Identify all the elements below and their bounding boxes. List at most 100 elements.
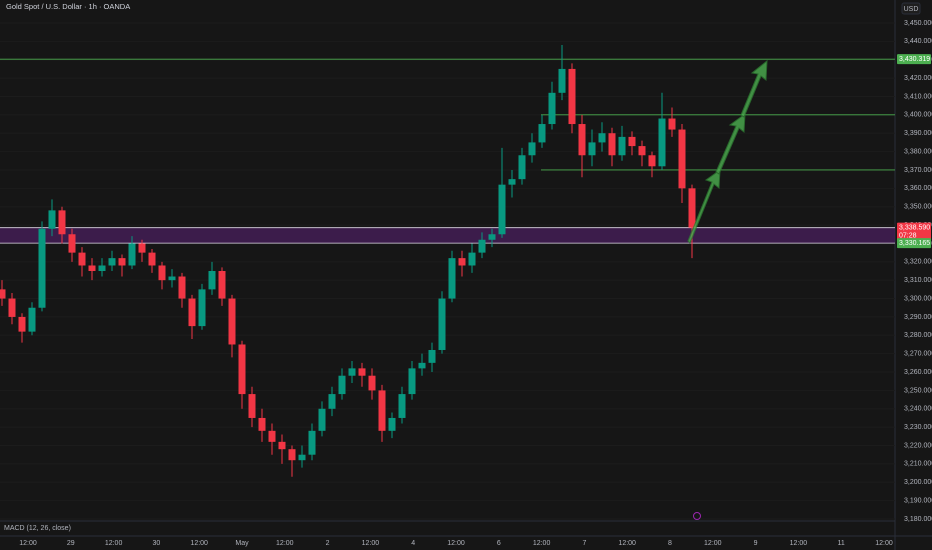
x-tick-label: May	[235, 540, 249, 547]
candle-body	[598, 133, 606, 143]
candle-body	[238, 344, 246, 395]
countdown: 07:28	[899, 233, 917, 240]
y-tick-label: 3,200.000	[904, 479, 932, 486]
candle-body	[558, 68, 566, 93]
candle-body	[38, 228, 46, 308]
x-tick-label: 29	[67, 540, 75, 547]
arrow	[715, 112, 746, 175]
y-tick-label: 3,400.000	[904, 112, 932, 119]
candle-body	[288, 449, 296, 461]
candle-body	[48, 210, 56, 229]
candle-body	[418, 362, 426, 369]
candle-body	[148, 252, 156, 266]
y-tick-label: 3,350.000	[904, 204, 932, 211]
candle-body	[658, 118, 666, 167]
candle-body	[398, 394, 406, 418]
x-tick-label: 12:00	[447, 540, 465, 547]
x-tick-label: 6	[497, 540, 501, 547]
candle-body	[318, 408, 326, 431]
candle-body	[88, 265, 96, 271]
candle-body	[488, 234, 496, 240]
y-tick-label: 3,370.000	[904, 167, 932, 174]
x-tick-label: 2	[326, 540, 330, 547]
y-tick-label: 3,420.000	[904, 75, 932, 82]
y-tick-label: 3,270.000	[904, 351, 932, 358]
y-tick-label: 3,240.000	[904, 406, 932, 413]
candle-body	[408, 368, 416, 395]
y-tick-label: 3,380.000	[904, 148, 932, 155]
candle-body	[168, 276, 176, 281]
candle-body	[458, 258, 466, 266]
candle-body	[218, 271, 226, 299]
event-icon	[693, 512, 701, 520]
candle-body	[228, 298, 236, 345]
candle-body	[68, 234, 76, 253]
candle-body	[548, 92, 556, 125]
x-tick-label: 12:00	[19, 540, 37, 547]
candle-body	[118, 258, 126, 266]
candle-body	[208, 271, 216, 290]
x-tick-label: 12:00	[704, 540, 722, 547]
x-tick-label: 8	[668, 540, 672, 547]
candle-body	[0, 289, 6, 299]
candle-body	[628, 136, 636, 147]
y-tick-label: 3,280.000	[904, 332, 932, 339]
candle-body	[508, 179, 516, 185]
candle-body	[78, 252, 86, 266]
candle-body	[58, 210, 66, 235]
candle-body	[518, 155, 526, 180]
y-tick-label: 3,450.000	[904, 20, 932, 27]
candle-body	[688, 188, 696, 228]
candle-body	[588, 142, 596, 156]
y-tick-label: 3,410.000	[904, 93, 932, 100]
x-tick-label: 4	[411, 540, 415, 547]
plot	[0, 45, 895, 477]
price-label-box	[897, 222, 931, 241]
price-label: 3,338.590	[899, 225, 930, 232]
candle-body	[468, 252, 476, 266]
candle-body	[128, 243, 136, 266]
x-tick-label: 12:00	[276, 540, 294, 547]
y-tick-label: 3,300.000	[904, 295, 932, 302]
candle-body	[258, 417, 266, 431]
candle-body	[28, 307, 36, 332]
candle-body	[478, 239, 486, 253]
y-tick-label: 3,320.000	[904, 259, 932, 266]
candle-body	[378, 390, 386, 431]
candle-body	[308, 430, 316, 455]
y-tick-label: 3,360.000	[904, 185, 932, 192]
support-label-box	[897, 238, 931, 249]
candle-body	[358, 368, 366, 376]
resistance-label: 3,430.319	[899, 56, 930, 63]
x-tick-label: 12:00	[190, 540, 208, 547]
x-tick-label: 12:00	[105, 540, 123, 547]
y-tick-label: 3,310.000	[904, 277, 932, 284]
candle-body	[138, 243, 146, 253]
support-label: 3,330.165	[899, 240, 930, 247]
candle-body	[158, 265, 166, 281]
candle-body	[568, 68, 576, 125]
currency-box	[901, 2, 921, 15]
candle-body	[578, 124, 586, 156]
arrow	[687, 168, 721, 244]
x-tick-label: 11	[838, 540, 845, 547]
zone	[0, 227, 895, 244]
y-tick-label: 3,190.000	[904, 497, 932, 504]
candle-body	[8, 298, 16, 317]
chart-title: Gold Spot / U.S. Dollar · 1h · OANDA	[6, 2, 130, 11]
x-tick-label: 12:00	[362, 540, 380, 547]
arrow	[740, 59, 768, 118]
candle-body	[98, 265, 106, 271]
candle-body	[448, 258, 456, 299]
candle-body	[428, 349, 436, 363]
y-tick-label: 3,180.000	[904, 516, 932, 523]
candle-body	[278, 441, 286, 450]
indicator-label: MACD (12, 26, close)	[4, 525, 71, 532]
y-tick-label: 3,390.000	[904, 130, 932, 137]
candle-body	[348, 368, 356, 376]
candle-body	[648, 155, 656, 167]
candle-body	[338, 375, 346, 395]
candle-body	[678, 129, 686, 189]
